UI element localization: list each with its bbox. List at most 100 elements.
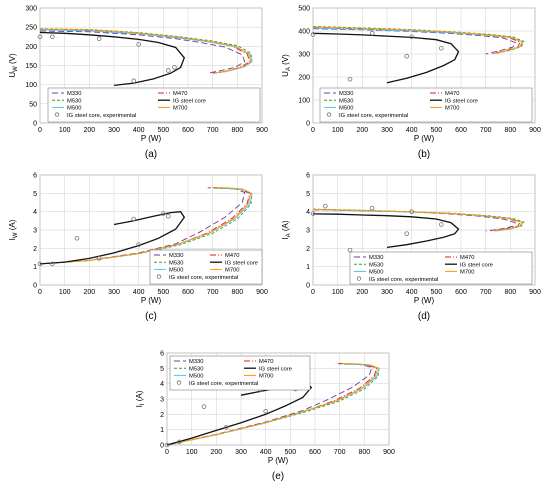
x-tick-label: 300 bbox=[108, 127, 120, 134]
y-tick-label: 0 bbox=[33, 121, 37, 128]
x-tick-label: 800 bbox=[231, 127, 243, 134]
y-axis-label-part: (V) bbox=[281, 54, 290, 67]
legend-label: M330 bbox=[369, 255, 384, 261]
x-tick-label: 400 bbox=[260, 449, 272, 456]
x-tick-label: 200 bbox=[356, 127, 368, 134]
y-tick-label: 3 bbox=[160, 397, 164, 404]
y-tick-label: 3 bbox=[33, 228, 37, 235]
y-tick-label: 6 bbox=[306, 173, 310, 180]
legend-label: M330 bbox=[67, 91, 82, 97]
legend-label: IG steel core bbox=[445, 98, 478, 104]
x-tick-label: 0 bbox=[38, 289, 42, 296]
x-tick-label: 400 bbox=[406, 289, 418, 296]
y-tick-label: 100 bbox=[298, 98, 310, 105]
x-tick-label: 500 bbox=[430, 289, 442, 296]
legend-marker bbox=[156, 274, 162, 279]
data-point-experimental bbox=[131, 78, 137, 84]
legend-label: M470 bbox=[173, 91, 188, 97]
data-point-experimental bbox=[37, 34, 43, 40]
y-tick-label: 5 bbox=[306, 191, 310, 198]
y-tick-label: 4 bbox=[306, 209, 310, 216]
legend-label: IG steel core, experimental bbox=[169, 275, 238, 281]
legend-label: M470 bbox=[259, 359, 274, 365]
data-point-experimental bbox=[50, 261, 55, 267]
data-point-experimental bbox=[409, 34, 414, 40]
y-axis-label-part: I bbox=[140, 403, 146, 405]
legend-label: M470 bbox=[445, 91, 460, 97]
data-point-experimental bbox=[369, 205, 375, 211]
series-line-m700 bbox=[312, 26, 523, 55]
x-tick-label: 900 bbox=[256, 127, 268, 134]
legend-label: IG steel core, experimental bbox=[67, 113, 136, 119]
x-tick-label: 300 bbox=[108, 289, 120, 296]
x-tick-label: 0 bbox=[38, 127, 42, 134]
panel-c: 0 100 200 300 400 500 600 700 800 900 0 1 2 3 4 5 6 P (W)… bbox=[8, 173, 268, 323]
y-axis-label-part: W bbox=[13, 66, 19, 72]
x-tick-label: 600 bbox=[182, 289, 194, 296]
panel-label: (b) bbox=[418, 149, 430, 160]
legend-label: M330 bbox=[339, 91, 354, 97]
x-tick-label: 600 bbox=[455, 127, 467, 134]
legend-label: IG steel core bbox=[460, 262, 493, 268]
series-line-m700 bbox=[39, 28, 252, 74]
y-tick-label: 300 bbox=[25, 6, 37, 13]
series-line-ig-steel-core bbox=[312, 32, 460, 84]
series-line-ig-steel-core bbox=[312, 213, 460, 249]
panel-d: 0 100 200 300 400 500 600 700 800 900 0 1 2 3 4 5 6 P (W)… bbox=[281, 173, 541, 323]
series-line-m700 bbox=[312, 208, 523, 232]
y-tick-label: 2 bbox=[160, 412, 164, 419]
legend-label: IG steel core bbox=[173, 98, 206, 104]
y-axis-label: II (A) bbox=[135, 390, 146, 407]
data-point-experimental bbox=[172, 65, 177, 70]
legend-label: M530 bbox=[369, 262, 384, 268]
y-axis-label-part: (V) bbox=[8, 53, 17, 66]
y-axis-label-part: (A) bbox=[8, 219, 17, 232]
y-axis-label-part: I bbox=[281, 237, 290, 239]
legend-label: M470 bbox=[225, 253, 240, 259]
y-tick-label: 0 bbox=[306, 121, 310, 128]
y-tick-label: 0 bbox=[160, 443, 164, 450]
data-point-experimental bbox=[347, 77, 353, 82]
x-tick-label: 600 bbox=[182, 127, 194, 134]
y-tick-label: 50 bbox=[29, 101, 37, 108]
y-tick-label: 3 bbox=[306, 228, 310, 235]
legend-label: M700 bbox=[259, 374, 274, 380]
x-tick-label: 700 bbox=[334, 449, 346, 456]
panel-e: 0 100 200 300 400 500 600 700 800 900 0 1 2 3 4 5 6 P (W)… bbox=[135, 351, 395, 483]
y-tick-label: 100 bbox=[25, 82, 37, 89]
y-axis-label-part: (A) bbox=[135, 390, 144, 403]
data-point-experimental bbox=[50, 34, 55, 40]
y-tick-label: 4 bbox=[160, 381, 164, 388]
legend-label: IG steel core bbox=[225, 260, 258, 266]
legend-label: M700 bbox=[460, 270, 475, 276]
legend-marker bbox=[176, 380, 182, 385]
y-axis-label-part: U bbox=[281, 71, 290, 77]
legend-label: M500 bbox=[339, 106, 354, 112]
y-tick-label: 0 bbox=[306, 283, 310, 290]
legend-label: IG steel core, experimental bbox=[189, 381, 258, 387]
data-point-experimental bbox=[37, 261, 43, 267]
series-line-m700 bbox=[166, 362, 379, 446]
data-point-experimental bbox=[263, 408, 268, 414]
x-tick-label: 700 bbox=[207, 127, 219, 134]
data-point-experimental bbox=[310, 32, 316, 37]
y-tick-label: 200 bbox=[298, 75, 310, 82]
legend-label: M700 bbox=[225, 268, 240, 274]
x-tick-label: 700 bbox=[480, 289, 492, 296]
legend-label: IG steel core, experimental bbox=[339, 113, 408, 119]
y-tick-label: 300 bbox=[298, 52, 310, 59]
x-tick-label: 100 bbox=[332, 127, 344, 134]
legend-marker bbox=[326, 112, 332, 117]
data-point-experimental bbox=[164, 442, 170, 448]
x-tick-label: 200 bbox=[356, 289, 368, 296]
legend-box bbox=[169, 355, 311, 391]
legend-label: M530 bbox=[189, 366, 204, 372]
legend-label: IG steel core, experimental bbox=[369, 277, 438, 283]
legend-box bbox=[349, 251, 533, 285]
y-tick-label: 2 bbox=[33, 246, 37, 253]
x-tick-label: 100 bbox=[186, 449, 198, 456]
data-point-experimental bbox=[96, 36, 102, 41]
legend-label: M530 bbox=[67, 98, 82, 104]
x-tick-label: 900 bbox=[383, 449, 395, 456]
